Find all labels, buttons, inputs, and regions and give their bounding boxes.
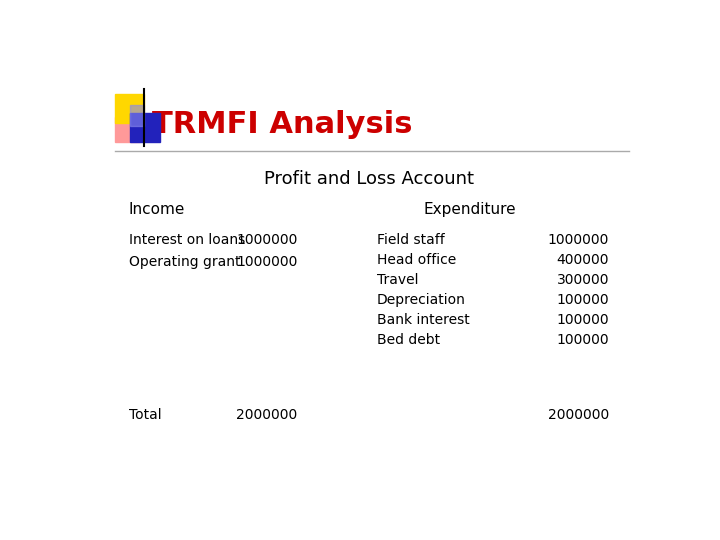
Text: 100000: 100000 <box>557 334 609 347</box>
Text: Bed debt: Bed debt <box>377 334 440 347</box>
Text: TRMFI Analysis: TRMFI Analysis <box>152 110 413 139</box>
Text: 100000: 100000 <box>557 293 609 307</box>
Text: Bank interest: Bank interest <box>377 313 469 327</box>
Text: 2000000: 2000000 <box>236 408 297 422</box>
Text: 100000: 100000 <box>557 313 609 327</box>
Text: 300000: 300000 <box>557 273 609 287</box>
Text: Field staff: Field staff <box>377 233 444 247</box>
Text: 1000000: 1000000 <box>236 233 297 247</box>
Text: 400000: 400000 <box>557 253 609 267</box>
Bar <box>114 94 144 123</box>
Text: 1000000: 1000000 <box>236 255 297 269</box>
Text: 2000000: 2000000 <box>548 408 609 422</box>
Text: 1000000: 1000000 <box>548 233 609 247</box>
Text: Head office: Head office <box>377 253 456 267</box>
Text: Profit and Loss Account: Profit and Loss Account <box>264 170 474 188</box>
Text: Total: Total <box>129 408 161 422</box>
Text: Expenditure: Expenditure <box>423 202 516 217</box>
Bar <box>130 105 144 126</box>
Text: Income: Income <box>129 202 185 217</box>
Bar <box>130 112 160 142</box>
Bar <box>114 117 140 142</box>
Text: Interest on loans: Interest on loans <box>129 233 245 247</box>
Text: Operating grant: Operating grant <box>129 255 240 269</box>
Text: Depreciation: Depreciation <box>377 293 466 307</box>
Text: Travel: Travel <box>377 273 418 287</box>
